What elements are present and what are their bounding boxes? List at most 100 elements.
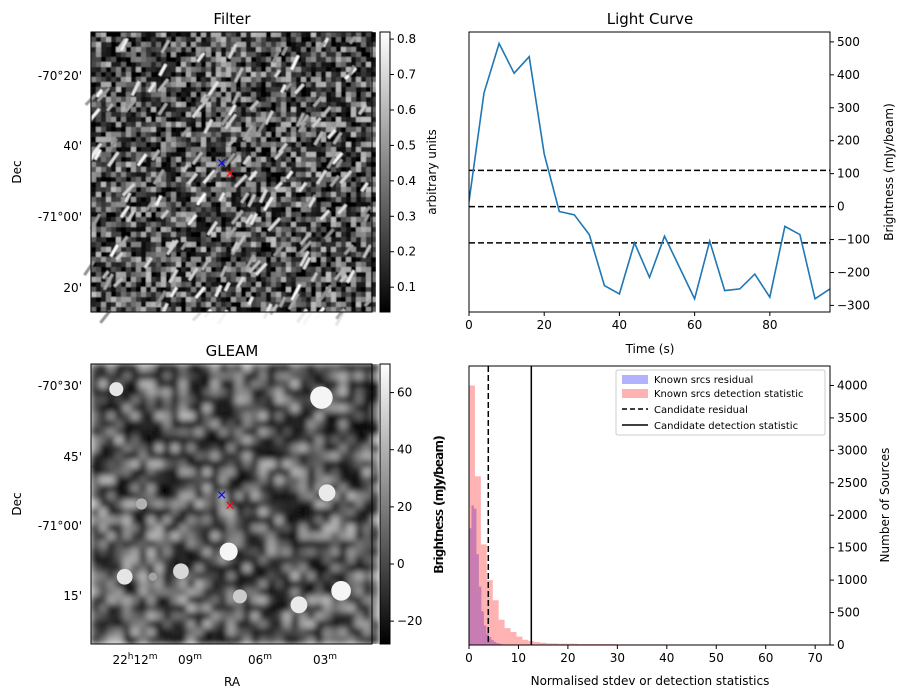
x-tick-label: 40	[659, 651, 674, 665]
histogram-bar	[492, 600, 499, 645]
legend-swatch-residual	[622, 375, 648, 384]
x-tick-label: 70	[808, 651, 823, 665]
y-tick-label: 2500	[837, 476, 868, 490]
gleam-source	[219, 542, 238, 561]
gleam-ylabel: Dec	[10, 492, 24, 515]
gleam-xtick: 03m	[313, 652, 337, 667]
gleam-ytick: 15'	[63, 589, 82, 603]
gleam-colorbar-label: Brightness (mJy/beam)	[432, 435, 446, 573]
gleam-source	[135, 498, 148, 510]
colorbar-tick-label: 20	[397, 500, 412, 514]
colorbar-tick-label: 0.8	[397, 32, 416, 46]
light-curve-frame	[468, 31, 831, 313]
colorbar-tick-label: 60	[397, 386, 412, 400]
histogram-bar	[474, 476, 481, 645]
histogram-bar	[534, 642, 541, 645]
y-tick-label: 300	[837, 101, 860, 115]
gleam-source	[232, 589, 247, 604]
x-tick-label: 0	[465, 318, 473, 332]
colorbar-tick-label: −20	[397, 614, 422, 628]
x-tick-label: 0	[465, 651, 473, 665]
gleam-source	[109, 382, 124, 397]
histogram-bar	[516, 636, 523, 645]
histogram-bar	[496, 643, 499, 645]
histogram-bar	[469, 385, 475, 645]
histogram-frame	[468, 365, 831, 646]
gleam-ytick: -71°00'	[38, 519, 82, 533]
candidate-marker: ×	[225, 498, 236, 513]
x-tick-label: 60	[758, 651, 773, 665]
y-tick-label: 0	[837, 200, 845, 214]
gleam-source	[318, 484, 336, 502]
x-tick-label: 30	[610, 651, 625, 665]
filter-ytick: -71°00'	[38, 210, 82, 224]
filter-panel: Filter ×× -70°20' 40' -71°00' 20' Dec 0.…	[10, 10, 439, 327]
legend-label: Known srcs detection statistic	[654, 389, 803, 400]
y-tick-label: 3000	[837, 443, 868, 457]
histogram-chart: 0 10 20 30 40 50 60 70 0 500 1000 1500 2000 2500 3000…	[432, 365, 892, 688]
colorbar-tick-label: 0.1	[397, 280, 416, 294]
x-tick-label: 50	[709, 651, 724, 665]
histogram-bar	[493, 641, 497, 645]
filter-ytick: 20'	[63, 281, 82, 295]
histogram-bar	[480, 544, 487, 645]
candidate-marker: ×	[216, 156, 227, 171]
filter-ylabel: Dec	[10, 160, 24, 183]
histogram-bar	[469, 528, 472, 645]
colorbar-tick-label: 0.5	[397, 138, 416, 152]
histogram-bar	[486, 580, 493, 645]
light-curve-xlabel: Time (s)	[625, 342, 675, 356]
filter-colorbar	[379, 31, 391, 313]
legend-box	[615, 369, 826, 436]
y-tick-label: 4000	[837, 378, 868, 392]
light-curve-title: Light Curve	[607, 10, 693, 28]
gleam-colorbar	[379, 363, 391, 645]
light-curve-ylabel: Brightness (mJy/beam)	[882, 103, 896, 241]
gleam-xtick: 06m	[248, 652, 272, 667]
histogram-bar	[491, 639, 494, 645]
histogram-bar	[546, 643, 559, 645]
x-tick-label: 20	[560, 651, 575, 665]
filter-ytick: -70°20'	[38, 69, 82, 83]
gleam-source	[116, 568, 133, 585]
filter-colorbar-ticks: 0.1 0.2 0.3 0.4 0.5 0.6 0.7 0.8	[390, 32, 416, 294]
histogram-bar	[481, 611, 484, 645]
light-curve-line	[469, 41, 830, 302]
histogram-bar	[498, 619, 505, 645]
histogram-bar	[558, 643, 578, 645]
x-tick-label: 10	[511, 651, 526, 665]
colorbar-tick-label: 0.4	[397, 174, 416, 188]
gleam-xlabel: RA	[224, 675, 241, 689]
gleam-panel: GLEAM ×× -70°30' 45' -71°00' 15' 22h12m …	[10, 342, 446, 689]
colorbar-tick-label: 0.6	[397, 103, 416, 117]
y-tick-label: 400	[837, 68, 860, 82]
light-curve-chart: Light Curve 0 20 40 60 80 −300 −200 −100 0 100 20…	[465, 10, 896, 356]
histogram-ylabel-left: Brightness (mJy/beam)	[432, 436, 446, 574]
histogram-legend: Known srcs residual Known srcs detection…	[615, 369, 826, 436]
gleam-source	[310, 386, 333, 409]
y-tick-label: 500	[837, 606, 860, 620]
gleam-ytick: -70°30'	[38, 379, 82, 393]
y-tick-label: −200	[837, 265, 870, 279]
y-tick-label: −300	[837, 298, 870, 312]
y-tick-label: 3500	[837, 411, 868, 425]
colorbar-tick-label: 0.7	[397, 68, 416, 82]
gleam-dec-ticks: -70°30' 45' -71°00' 15'	[38, 379, 82, 603]
histogram-bar	[504, 628, 511, 645]
colorbar-tick-label: 0	[397, 557, 405, 571]
y-tick-label: −100	[837, 233, 870, 247]
histogram-bar	[488, 637, 492, 645]
legend-swatch-detection	[622, 389, 648, 398]
candidate-marker: ×	[216, 488, 227, 503]
filter-axes-frame	[90, 31, 373, 313]
gleam-source	[173, 563, 189, 580]
y-tick-label: 100	[837, 167, 860, 181]
gleam-ra-ticks: 22h12m 09m 06m 03m	[112, 652, 337, 667]
x-tick-label: 60	[687, 318, 702, 332]
legend-label: Candidate detection statistic	[654, 421, 798, 432]
histogram-xlabel: Normalised stdev or detection statistics	[531, 674, 770, 688]
gleam-axes-frame	[90, 363, 373, 645]
y-tick-label: 0	[837, 638, 845, 652]
filter-colorbar-label: arbitrary units	[425, 129, 439, 215]
